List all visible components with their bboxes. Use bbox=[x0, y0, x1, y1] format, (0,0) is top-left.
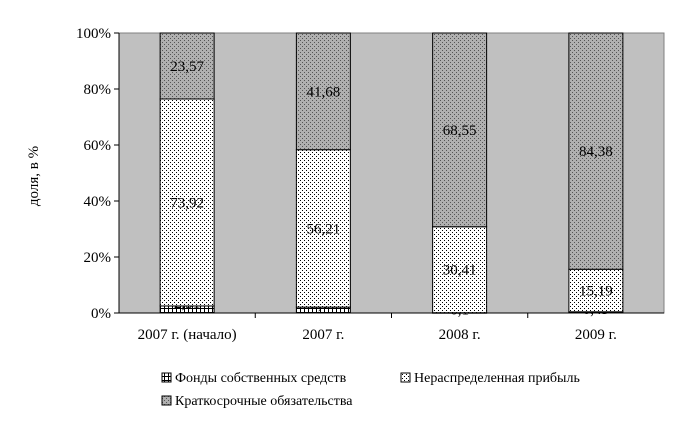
bar-short-4 bbox=[568, 32, 624, 270]
x-tick-label-2: 2007 г. bbox=[302, 327, 344, 343]
bar-short-2 bbox=[295, 32, 351, 151]
bar-profit-2 bbox=[295, 149, 351, 308]
bar-profit-3 bbox=[432, 226, 488, 314]
y-axis-title: доля, в % bbox=[26, 146, 42, 206]
y-tick-label-40: 40% bbox=[84, 194, 112, 210]
data-label-short-4: 84,38 bbox=[579, 144, 613, 160]
legend-label-profit: Нераспределенная прибыль bbox=[414, 371, 580, 386]
legend-swatch-short bbox=[161, 395, 172, 406]
bar-profit-1 bbox=[159, 98, 215, 307]
y-tick-label-0: 0% bbox=[91, 306, 111, 322]
data-label-short-1: 23,57 bbox=[170, 59, 204, 75]
data-label-short-3: 68,55 bbox=[443, 123, 477, 139]
y-tick-label-100: 100% bbox=[76, 26, 111, 42]
legend-label-fond: Фонды собственных средств bbox=[175, 371, 347, 386]
data-label-profit-2: 56,21 bbox=[307, 221, 341, 237]
legend-label-short: Краткосрочные обязательства bbox=[175, 394, 353, 409]
y-tick-label-80: 80% bbox=[84, 82, 112, 98]
y-tick-label-60: 60% bbox=[84, 138, 112, 154]
data-label-profit-4: 15,19 bbox=[579, 284, 613, 300]
legend: Фонды собственных средств Нераспределенн… bbox=[161, 371, 580, 409]
y-tick-label-20: 20% bbox=[84, 250, 112, 266]
bar-profit-4 bbox=[568, 268, 624, 313]
x-tick-label-4: 2009 г. bbox=[575, 327, 617, 343]
legend-swatch-profit bbox=[400, 372, 411, 383]
data-label-short-2: 41,68 bbox=[307, 84, 341, 100]
data-label-profit-3: 30,41 bbox=[443, 263, 477, 279]
bar-short-3 bbox=[432, 32, 488, 228]
x-tick-label-3: 2008 г. bbox=[439, 327, 481, 343]
data-label-profit-1: 73,92 bbox=[170, 195, 204, 211]
x-tick-label-1: 2007 г. (начало) bbox=[138, 327, 237, 343]
bar-short-1 bbox=[159, 32, 215, 100]
legend-swatch-fond bbox=[161, 372, 172, 383]
